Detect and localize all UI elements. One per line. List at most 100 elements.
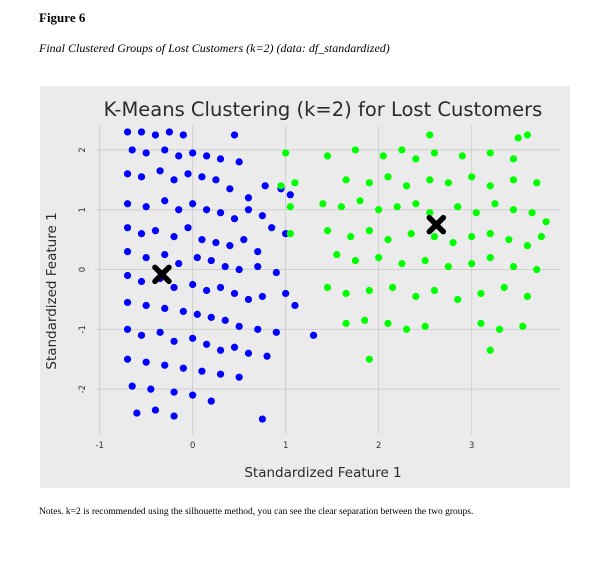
cluster-1-point (384, 236, 392, 244)
centroid-marker (426, 214, 447, 235)
cluster-1-point (342, 176, 350, 184)
cluster-1-point (342, 319, 350, 327)
chart-centroids (152, 214, 447, 285)
cluster-0-point (151, 131, 160, 139)
cluster-1-point (337, 203, 346, 211)
cluster-0-point (161, 197, 169, 205)
cluster-1-point (426, 131, 434, 139)
cluster-1-point (495, 325, 504, 333)
cluster-0-point (170, 337, 178, 345)
cluster-0-point (184, 170, 192, 178)
cluster-0-point (258, 292, 266, 301)
cluster-0-point (142, 358, 150, 366)
cluster-0-point (123, 355, 132, 363)
cluster-0-point (128, 382, 136, 390)
cluster-0-point (212, 176, 220, 184)
cluster-0-point (244, 295, 253, 304)
cluster-0-point (123, 224, 132, 232)
cluster-0-point (189, 280, 197, 289)
cluster-0-point (147, 385, 155, 393)
cluster-1-point (486, 346, 494, 354)
cluster-0-point (151, 227, 160, 235)
cluster-0-point (203, 286, 211, 295)
cluster-0-point (123, 170, 132, 178)
cluster-1-point (291, 179, 299, 187)
cluster-1-point (351, 146, 359, 154)
cluster-0-point (170, 388, 178, 396)
cluster-1-point (486, 230, 494, 238)
cluster-1-point (509, 206, 518, 214)
cluster-0-point (309, 331, 318, 339)
cluster-1-point (333, 250, 341, 259)
cluster-0-point (207, 313, 215, 321)
chart-background (40, 86, 570, 488)
cluster-1-point (477, 319, 485, 327)
cluster-1-point (509, 262, 518, 271)
cluster-1-point (430, 149, 439, 157)
cluster-0-point (203, 206, 211, 214)
cluster-0-point (286, 191, 294, 199)
cluster-0-point (258, 212, 266, 220)
cluster-0-point (142, 253, 150, 262)
cluster-1-point (458, 152, 466, 160)
cluster-0-point (221, 262, 229, 271)
cluster-1-point (407, 230, 415, 238)
cluster-0-point (128, 146, 136, 154)
cluster-0-point (244, 206, 253, 214)
cluster-1-point (347, 233, 355, 241)
cluster-0-point (198, 173, 206, 181)
cluster-0-point (142, 149, 150, 157)
cluster-1-point (468, 233, 476, 241)
cluster-0-point (244, 194, 253, 202)
cluster-0-point (170, 412, 178, 420)
cluster-1-point (361, 316, 369, 324)
cluster-1-point (375, 206, 383, 214)
cluster-1-point (421, 256, 429, 265)
cluster-0-point (291, 301, 299, 310)
x-tick-label: -1 (95, 441, 103, 451)
cluster-0-point (142, 301, 150, 310)
cluster-0-point (165, 128, 173, 136)
cluster-1-point (426, 176, 434, 184)
cluster-0-point (216, 346, 225, 354)
cluster-1-point (365, 227, 373, 235)
cluster-0-point (254, 262, 262, 271)
cluster-0-point (235, 158, 243, 166)
cluster-0-point (156, 167, 164, 175)
x-tick-label: 0 (190, 441, 195, 451)
cluster-0-point (216, 283, 225, 292)
cluster-0-point (230, 289, 239, 298)
cluster-0-point (170, 283, 178, 292)
cluster-1-point (323, 227, 332, 235)
cluster-1-point (323, 152, 332, 160)
cluster-1-point (523, 292, 532, 301)
cluster-0-point (161, 361, 169, 369)
cluster-0-point (123, 247, 132, 256)
y-axis-label: Standardized Feature 1 (44, 212, 60, 369)
cluster-1-point (375, 253, 383, 262)
cluster-1-point (319, 200, 327, 208)
cluster-0-point (156, 328, 164, 336)
cluster-0-point (198, 236, 206, 244)
cluster-0-point (161, 304, 169, 313)
cluster-1-point (351, 256, 359, 265)
cluster-0-point (221, 316, 229, 324)
cluster-1-point (412, 292, 420, 301)
cluster-1-point (542, 218, 550, 226)
cluster-0-point (216, 370, 225, 378)
cluster-1-point (523, 131, 532, 139)
cluster-1-point (379, 152, 387, 160)
cluster-0-point (189, 334, 197, 342)
cluster-0-point (207, 256, 215, 265)
cluster-0-point (179, 364, 187, 372)
y-tick-label: 0 (78, 267, 88, 272)
cluster-0-point (244, 349, 253, 357)
cluster-1-point (412, 200, 420, 208)
cluster-1-point (430, 233, 439, 241)
cluster-0-point (189, 391, 197, 399)
cluster-0-point (193, 310, 201, 318)
cluster-1-point (282, 149, 290, 157)
cluster-0-point (207, 397, 215, 405)
cluster-1-point (468, 173, 476, 181)
cluster-0-point (151, 406, 160, 414)
